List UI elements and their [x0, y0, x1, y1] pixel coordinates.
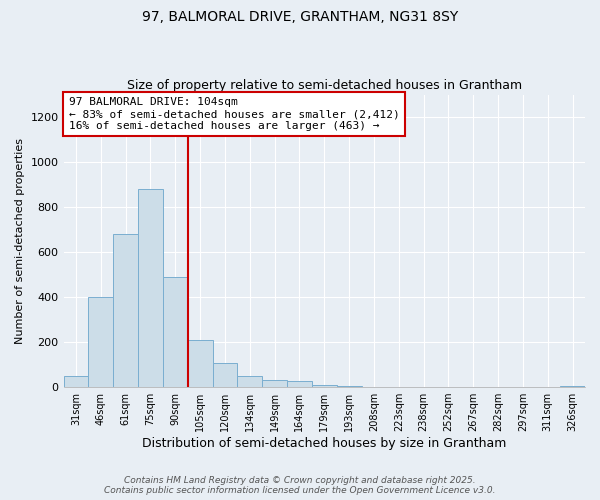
- Y-axis label: Number of semi-detached properties: Number of semi-detached properties: [15, 138, 25, 344]
- X-axis label: Distribution of semi-detached houses by size in Grantham: Distribution of semi-detached houses by …: [142, 437, 506, 450]
- Bar: [113, 234, 138, 387]
- Bar: [163, 277, 188, 387]
- Bar: [188, 340, 212, 387]
- Bar: [560, 386, 585, 387]
- Title: Size of property relative to semi-detached houses in Grantham: Size of property relative to semi-detach…: [127, 79, 522, 92]
- Bar: [312, 385, 337, 387]
- Text: 97, BALMORAL DRIVE, GRANTHAM, NG31 8SY: 97, BALMORAL DRIVE, GRANTHAM, NG31 8SY: [142, 10, 458, 24]
- Bar: [287, 382, 312, 387]
- Bar: [212, 364, 238, 387]
- Bar: [262, 380, 287, 387]
- Bar: [88, 297, 113, 387]
- Text: 97 BALMORAL DRIVE: 104sqm
← 83% of semi-detached houses are smaller (2,412)
16% : 97 BALMORAL DRIVE: 104sqm ← 83% of semi-…: [69, 98, 400, 130]
- Text: Contains HM Land Registry data © Crown copyright and database right 2025.
Contai: Contains HM Land Registry data © Crown c…: [104, 476, 496, 495]
- Bar: [337, 386, 362, 387]
- Bar: [64, 376, 88, 387]
- Bar: [138, 189, 163, 387]
- Bar: [238, 376, 262, 387]
